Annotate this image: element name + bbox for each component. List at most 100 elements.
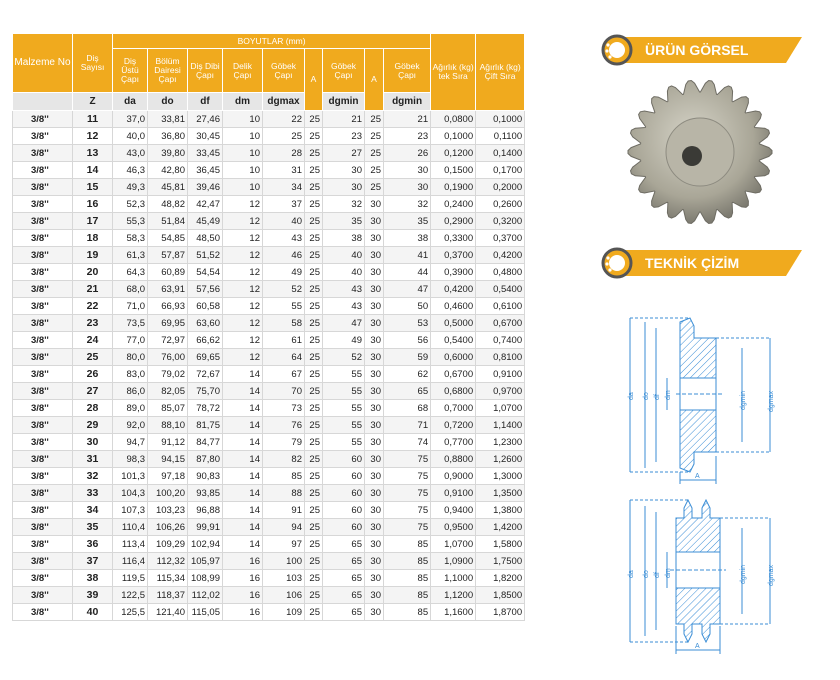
- cell: 125,5: [112, 603, 148, 621]
- cell: 25: [304, 450, 323, 468]
- cell: 0,1200: [430, 144, 477, 162]
- cell: 72,97: [147, 331, 188, 349]
- cell: 108,99: [187, 569, 223, 587]
- cell: 76: [262, 416, 305, 434]
- cell: 38: [322, 229, 365, 247]
- cell: 31: [72, 450, 113, 468]
- cell: 94: [262, 518, 305, 536]
- dim-label: dgmin: [740, 391, 747, 410]
- cell: 42,47: [187, 195, 223, 213]
- table-row: 3/8'' 12 40,0 36,80 30,45 10 25 25 23 25 23 0,1000 0…: [12, 127, 526, 145]
- group-header: BOYUTLAR (mm): [111, 33, 432, 49]
- banner-icon: [601, 247, 633, 279]
- cell: 0,1700: [475, 161, 526, 179]
- cell: 30: [364, 382, 384, 400]
- cell: 70: [262, 382, 305, 400]
- table-row: 3/8'' 23 73,5 69,95 63,60 12 58 25 47 30 53 0,5000 0…: [12, 314, 526, 332]
- cell: 54,54: [187, 263, 223, 281]
- cell: 30: [364, 501, 384, 519]
- cell: 22: [72, 297, 113, 315]
- cell: 28: [72, 399, 113, 417]
- cell: 0,4200: [430, 280, 477, 298]
- cell: 30: [364, 518, 384, 536]
- cell: 3/8'': [12, 535, 73, 553]
- cell: 0,2400: [430, 195, 477, 213]
- cell: 58,3: [112, 229, 148, 247]
- cell: 85: [262, 467, 305, 485]
- cell: 37: [72, 552, 113, 570]
- symbol-cell: da: [112, 92, 148, 111]
- cell: 115,34: [147, 569, 188, 587]
- cell: 68: [382, 399, 432, 417]
- cell: 14: [222, 484, 263, 502]
- cell: 30: [364, 467, 384, 485]
- cell: 64: [262, 348, 305, 366]
- cell: 3/8'': [12, 450, 73, 468]
- cell: 35: [322, 212, 365, 230]
- cell: 75,70: [187, 382, 223, 400]
- cell: 15: [72, 178, 113, 196]
- cell: 30: [364, 229, 384, 247]
- cell: 12: [222, 331, 263, 349]
- cell: 25: [364, 127, 384, 145]
- cell: 1,8700: [475, 603, 526, 621]
- cell: 0,2600: [475, 195, 526, 213]
- cell: 14: [222, 501, 263, 519]
- header-cell: A: [364, 48, 384, 111]
- cell: 109,29: [147, 535, 188, 553]
- symbol-cell: dgmax: [262, 92, 305, 111]
- cell: 26: [382, 144, 432, 162]
- cell: 103,23: [147, 501, 188, 519]
- cell: 12: [222, 280, 263, 298]
- header-cell: Diş Üstü Çapı: [112, 48, 148, 93]
- cell: 115,05: [187, 603, 223, 621]
- cell: 25: [304, 110, 323, 128]
- cell: 34: [72, 501, 113, 519]
- cell: 14: [222, 382, 263, 400]
- cell: 112,32: [147, 552, 188, 570]
- cell: 3/8'': [12, 246, 73, 264]
- cell: 98,3: [112, 450, 148, 468]
- cell: 72,67: [187, 365, 223, 383]
- cell: 38: [382, 229, 432, 247]
- cell: 25: [304, 178, 323, 196]
- cell: 0,9000: [430, 467, 477, 485]
- cell: 30: [364, 331, 384, 349]
- cell: 14: [222, 399, 263, 417]
- cell: 1,0700: [430, 535, 477, 553]
- cell: 12: [72, 127, 113, 145]
- cell: 105,97: [187, 552, 223, 570]
- table-row: 3/8'' 30 94,7 91,12 84,77 14 79 25 55 30 74 0,7700 1…: [12, 433, 526, 451]
- cell: 27: [322, 144, 365, 162]
- cell: 3/8'': [12, 263, 73, 281]
- cell: 3/8'': [12, 433, 73, 451]
- cell: 14: [222, 467, 263, 485]
- cell: 12: [222, 314, 263, 332]
- cell: 75: [382, 484, 432, 502]
- cell: 71,0: [112, 297, 148, 315]
- cell: 71: [382, 416, 432, 434]
- cell: 65: [322, 569, 365, 587]
- cell: 0,1000: [475, 110, 526, 128]
- table-row: 3/8'' 40 125,5 121,40 115,05 16 109 25 65 30 85 1,1…: [12, 603, 526, 621]
- cell: 3/8'': [12, 569, 73, 587]
- cell: 60: [322, 467, 365, 485]
- cell: 47: [382, 280, 432, 298]
- cell: 60: [322, 484, 365, 502]
- cell: 52: [322, 348, 365, 366]
- cell: 100: [262, 552, 305, 570]
- cell: 121,40: [147, 603, 188, 621]
- cell: 100,20: [147, 484, 188, 502]
- cell: 102,94: [187, 535, 223, 553]
- cell: 18: [72, 229, 113, 247]
- cell: 30: [364, 246, 384, 264]
- cell: 43: [262, 229, 305, 247]
- cell: 30: [364, 603, 384, 621]
- cell: 3/8'': [12, 586, 73, 604]
- cell: 69,65: [187, 348, 223, 366]
- cell: 25: [304, 263, 323, 281]
- cell: 88: [262, 484, 305, 502]
- cell: 25: [304, 229, 323, 247]
- header-cell: Göbek Çapı: [262, 48, 305, 93]
- cell: 32: [72, 467, 113, 485]
